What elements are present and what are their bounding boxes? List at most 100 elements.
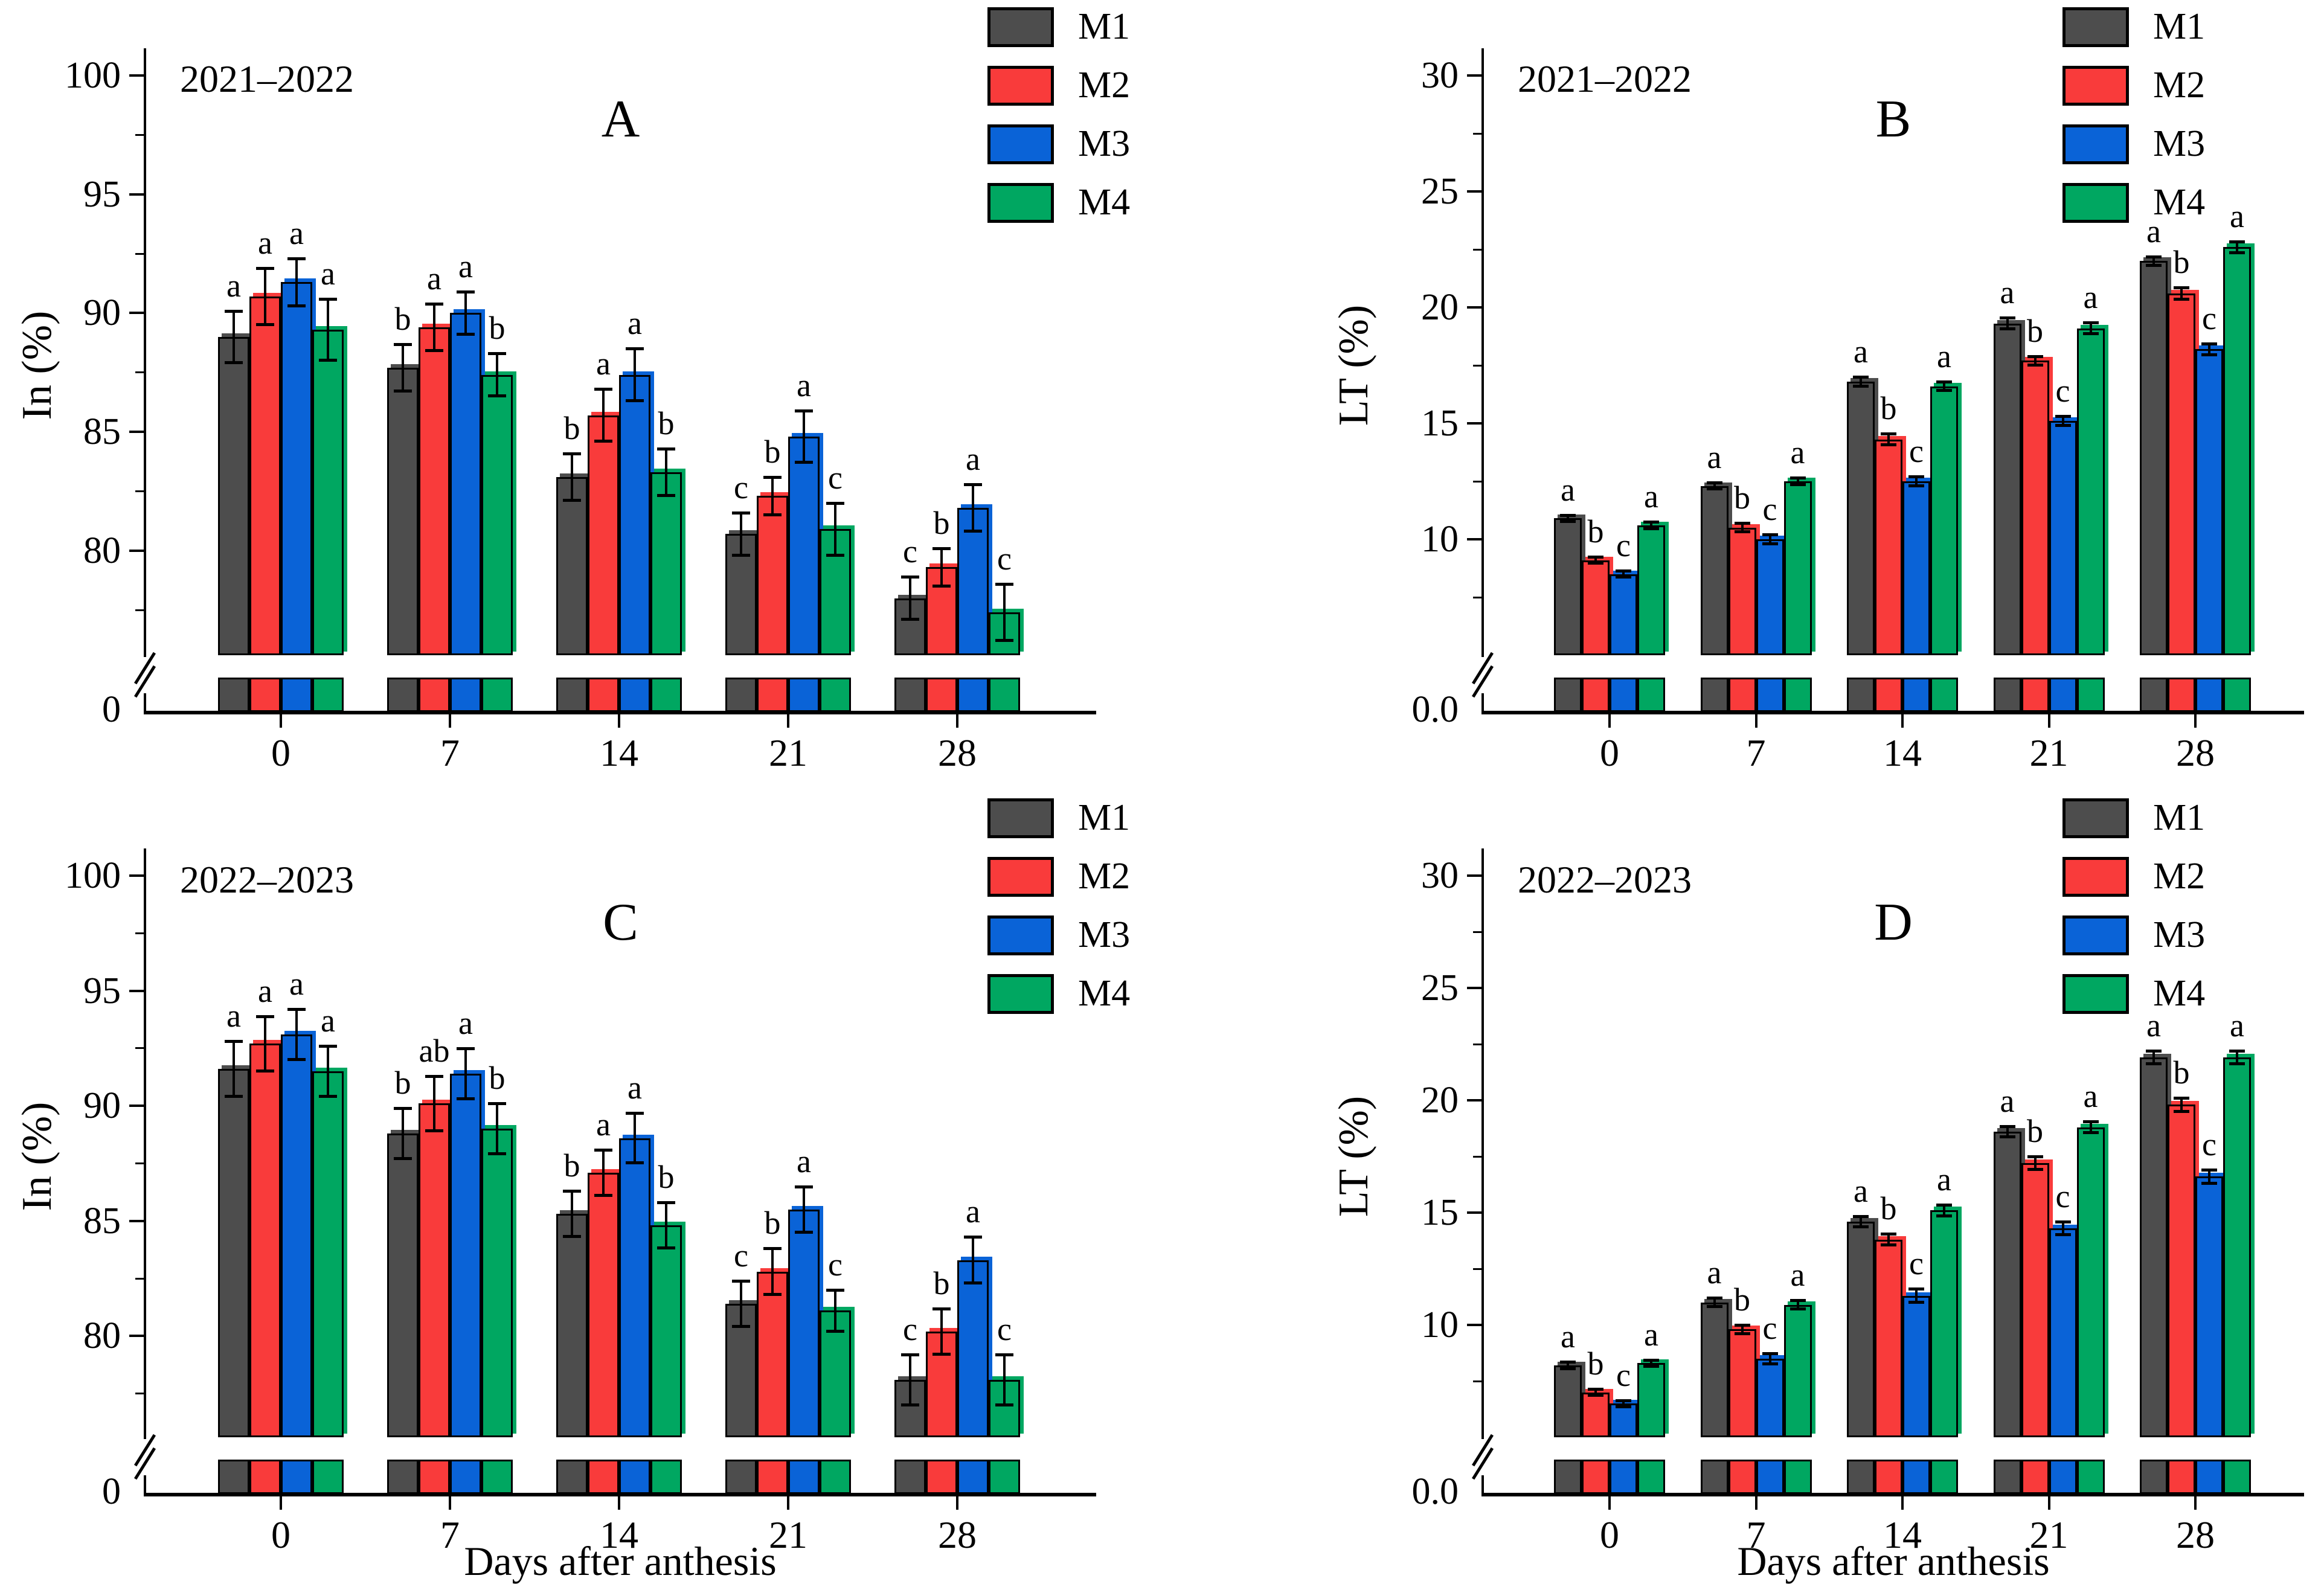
bar: [588, 415, 619, 655]
error-bar-cap: [1560, 1367, 1576, 1370]
error-bar-cap: [2055, 423, 2071, 427]
x-tick: [2047, 714, 2050, 728]
error-bar: [2061, 1221, 2064, 1236]
y-tick-label: 15: [1421, 1192, 1459, 1233]
error-bar-cap: [2229, 251, 2245, 254]
error-bar: [571, 453, 573, 501]
x-tick-label: 28: [2176, 731, 2215, 774]
error-bar-cap: [2055, 415, 2071, 418]
significance-letter: b: [1734, 479, 1750, 516]
error-bar-cap: [394, 342, 412, 346]
x-tick-label: 21: [2029, 731, 2069, 774]
legend-swatch-m4: [987, 183, 1054, 223]
error-bar-cap: [2174, 1109, 2189, 1113]
bar-stub: [2195, 1460, 2223, 1494]
error-bar: [1915, 476, 1918, 486]
y-minor-tick: [135, 1393, 144, 1395]
bar-stub: [1728, 1460, 1756, 1494]
significance-letter: ab: [419, 1032, 450, 1069]
error-bar: [972, 484, 974, 532]
x-tick-label: 28: [938, 1513, 977, 1556]
significance-letter: a: [596, 345, 611, 382]
error-bar: [1915, 1289, 1918, 1303]
bar: [1847, 381, 1875, 655]
error-bar-cap: [2201, 1181, 2217, 1185]
error-bar-cap: [1790, 1307, 1806, 1310]
error-bar-cap: [2201, 1169, 2217, 1172]
significance-letter: c: [828, 460, 843, 496]
significance-letter: a: [1707, 1254, 1722, 1291]
bar: [1930, 386, 1958, 655]
significance-letter: a: [2146, 1007, 2161, 1044]
error-bar-cap: [2082, 1120, 2099, 1124]
error-bar: [740, 512, 742, 556]
error-bar: [2208, 1170, 2210, 1184]
error-bar: [2034, 1156, 2037, 1170]
y-minor-tick: [135, 1047, 144, 1050]
legend-swatch-m3: [2062, 124, 2129, 164]
error-bar-cap: [1643, 521, 1659, 524]
error-bar-cap: [1999, 327, 2015, 331]
bar: [2076, 1127, 2105, 1437]
bar: [619, 374, 650, 655]
bar-stub: [556, 1460, 588, 1494]
error-bar-cap: [488, 394, 506, 398]
significance-letter: a: [1561, 471, 1575, 508]
bar-stub: [1875, 678, 1902, 712]
bar-stub: [1610, 678, 1637, 712]
bar: [1875, 1239, 1902, 1437]
bar: [588, 1172, 619, 1437]
error-bar: [1713, 482, 1716, 490]
error-bar: [1768, 1353, 1771, 1365]
significance-letter: a: [458, 248, 473, 285]
error-bar: [433, 303, 435, 351]
bar: [2021, 361, 2049, 655]
error-bar: [1943, 381, 1945, 391]
error-bar-cap: [1999, 1124, 2015, 1128]
legend-swatch-m2: [987, 66, 1054, 106]
significance-letter: a: [226, 267, 241, 304]
error-bar-cap: [594, 439, 612, 443]
error-bar-cap: [319, 297, 337, 301]
bar-stub: [387, 678, 419, 712]
y-tick-label: 10: [1421, 1304, 1459, 1345]
error-bar-cap: [1936, 1214, 1952, 1217]
legend-swatch-m3: [987, 124, 1054, 164]
x-tick-label: 28: [938, 731, 977, 774]
bar-stub: [725, 1460, 757, 1494]
error-bar-cap: [901, 1403, 919, 1406]
bar-stub: [619, 1460, 650, 1494]
error-bar: [1860, 377, 1862, 386]
significance-letter: b: [1734, 1281, 1750, 1318]
significance-letter: c: [1762, 491, 1777, 528]
error-bar-cap: [1881, 432, 1896, 436]
y-axis-line: [1481, 848, 1484, 1493]
y-minor-tick: [1473, 480, 1481, 483]
bar-stub: [2021, 678, 2049, 712]
significance-letter: b: [2173, 1054, 2190, 1091]
error-bar-cap: [2174, 297, 2189, 301]
error-bar: [909, 1354, 911, 1405]
error-bar-cap: [732, 1279, 750, 1283]
error-bar-cap: [995, 1353, 1013, 1356]
error-bar-cap: [2055, 1233, 2071, 1237]
error-bar: [233, 310, 235, 364]
legend-label-m2: M2: [2153, 856, 2206, 897]
error-bar-cap: [1706, 487, 1722, 491]
error-bar: [496, 1103, 498, 1155]
error-bar-cap: [457, 1047, 475, 1050]
error-bar: [834, 503, 836, 556]
bar-stub: [788, 678, 820, 712]
error-bar-cap: [1588, 555, 1603, 559]
bar: [1554, 518, 1582, 655]
error-bar: [2180, 1098, 2183, 1112]
y-minor-tick: [135, 932, 144, 934]
error-bar: [1567, 1362, 1569, 1369]
x-tick: [956, 714, 958, 728]
legend-label-m1: M1: [1078, 6, 1131, 47]
error-bar-cap: [2201, 342, 2217, 345]
error-bar-cap: [1790, 476, 1806, 480]
error-bar-cap: [657, 447, 675, 451]
legend-swatch-m4: [2062, 974, 2129, 1014]
